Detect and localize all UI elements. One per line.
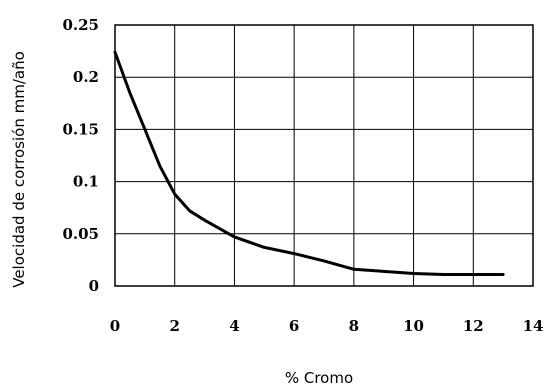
x-tick-labels: 0 2 4 6 8 10 12 14 xyxy=(110,317,544,335)
x-tick-label: 14 xyxy=(523,317,544,335)
y-tick-label: 0 xyxy=(89,277,99,295)
x-tick-label: 8 xyxy=(349,317,359,335)
x-tick-label: 4 xyxy=(229,317,239,335)
y-tick-label: 0.25 xyxy=(62,16,99,34)
x-axis-title: % Cromo xyxy=(285,369,353,387)
y-tick-labels: 0 0.05 0.1 0.15 0.2 0.25 xyxy=(62,16,99,295)
x-tick-label: 12 xyxy=(463,317,484,335)
x-tick-label: 0 xyxy=(110,317,120,335)
series-line xyxy=(113,50,505,276)
y-tick-label: 0.15 xyxy=(62,120,99,138)
y-tick-label: 0.1 xyxy=(73,173,99,191)
x-tick-label: 6 xyxy=(289,317,299,335)
x-tick-label: 2 xyxy=(169,317,179,335)
grid-lines xyxy=(114,24,534,287)
x-tick-label: 10 xyxy=(403,317,424,335)
y-axis-title: Velocidad de corrosión mm/año xyxy=(10,51,28,288)
y-tick-label: 0.05 xyxy=(62,225,99,243)
y-tick-label: 0.2 xyxy=(73,68,99,86)
plot-frame xyxy=(114,24,534,287)
series-group xyxy=(113,50,505,276)
